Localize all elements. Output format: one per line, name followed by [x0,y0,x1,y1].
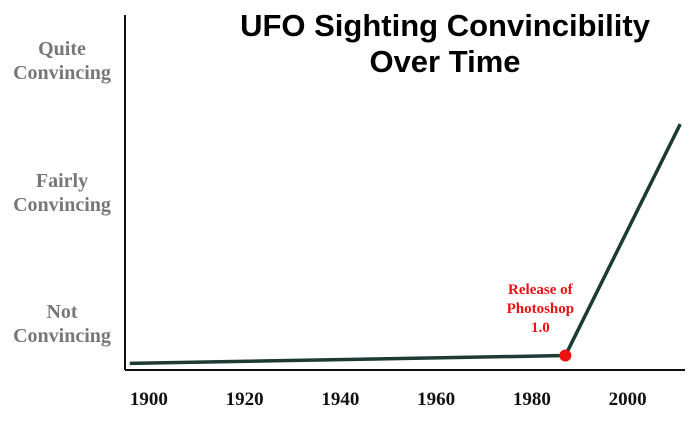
x-tick-label: 1960 [417,389,456,410]
x-tick-label: 1920 [225,389,264,410]
x-tick-label: 2000 [608,389,647,410]
x-tick-label: 1940 [321,389,360,410]
line [129,123,682,366]
annotation-point [559,349,572,362]
y-tick-label: Quite Convincing [13,38,111,85]
x-tick-label: 1980 [512,389,551,410]
x-tick-label: 1900 [129,389,168,410]
chart-title: UFO Sighting Convincibility Over Time [200,8,690,80]
y-tick-label: Not Convincing [13,300,111,347]
y-tick-label: Fairly Convincing [13,169,111,216]
annotation-text: Release of Photoshop 1.0 [506,281,575,336]
title-line: Over Time [369,44,521,79]
title-line: UFO Sighting Convincibility [240,8,650,43]
